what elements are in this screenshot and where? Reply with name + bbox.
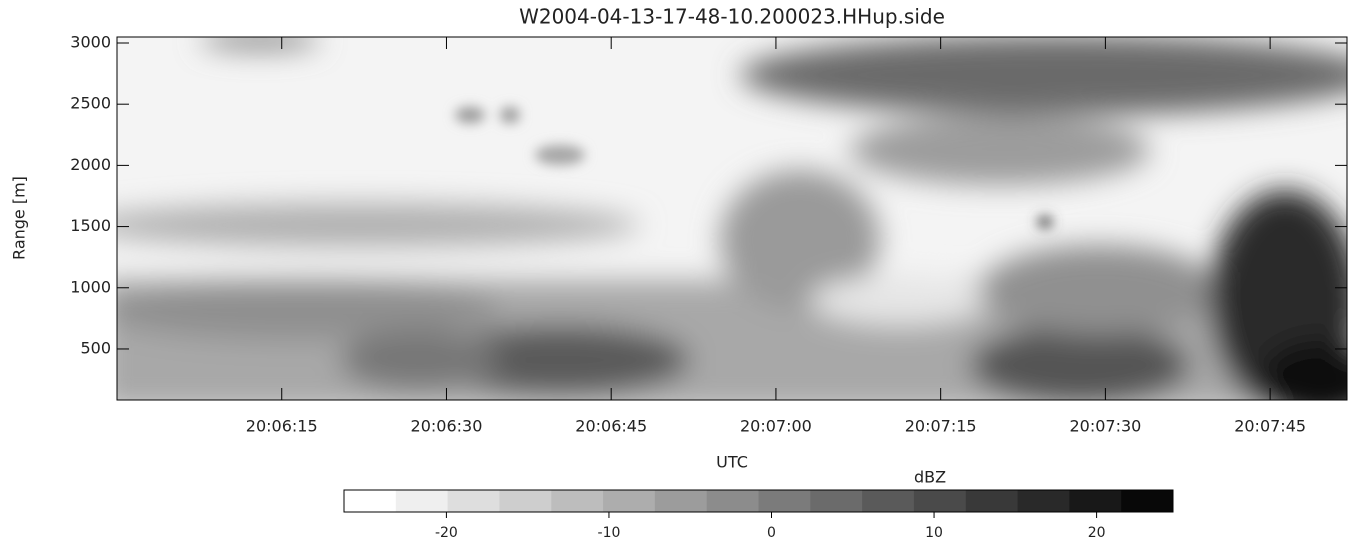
colorbar-swatch bbox=[499, 490, 552, 512]
colorbar-frame bbox=[343, 489, 1174, 513]
colorbar-swatch bbox=[551, 490, 604, 512]
y-tick-label: 2000 bbox=[70, 155, 111, 174]
colorbar-swatch bbox=[603, 490, 656, 512]
y-tick-label: 3000 bbox=[70, 32, 111, 51]
colorbar-swatch bbox=[758, 490, 811, 512]
y-axis-label: Range [m] bbox=[10, 176, 29, 260]
y-tick-label: 2500 bbox=[70, 94, 111, 113]
x-tick-label: 20:07:30 bbox=[1069, 417, 1141, 436]
y-tick-label: 500 bbox=[80, 338, 111, 357]
x-tick-label: 20:06:30 bbox=[411, 417, 483, 436]
x-tick-label: 20:06:45 bbox=[575, 417, 647, 436]
x-tick-label: 20:06:15 bbox=[246, 417, 318, 436]
colorbar-swatch bbox=[965, 490, 1019, 512]
colorbar-tick-label: -20 bbox=[435, 525, 458, 541]
colorbar-swatch bbox=[654, 490, 708, 512]
radar-field bbox=[117, 37, 1347, 400]
plot-frame bbox=[116, 36, 1348, 401]
colorbar-tick-label: 10 bbox=[925, 525, 943, 541]
x-axis-label: UTC bbox=[716, 453, 748, 472]
colorbar-swatch bbox=[810, 490, 863, 512]
y-tick-label: 1500 bbox=[70, 216, 111, 235]
y-tick-label: 1000 bbox=[70, 277, 111, 296]
colorbar-swatch bbox=[1121, 490, 1174, 512]
colorbar-tick-label: -10 bbox=[598, 525, 621, 541]
chart-title: W2004-04-13-17-48-10.200023.HHup.side bbox=[519, 5, 945, 29]
colorbar-swatch bbox=[913, 490, 967, 512]
colorbar-swatch bbox=[447, 490, 500, 512]
colorbar-title: dBZ bbox=[914, 468, 946, 487]
colorbar-swatch bbox=[1069, 490, 1122, 512]
colorbar-swatch bbox=[706, 490, 759, 512]
colorbar-tick-label: 0 bbox=[767, 525, 776, 541]
x-tick-label: 20:07:15 bbox=[905, 417, 977, 436]
colorbar-tick-label: 20 bbox=[1088, 525, 1106, 541]
x-tick-label: 20:07:00 bbox=[740, 417, 812, 436]
colorbar-swatch bbox=[1017, 490, 1070, 512]
colorbar-swatch bbox=[862, 490, 915, 512]
colorbar-swatch bbox=[395, 490, 449, 512]
x-tick-label: 20:07:45 bbox=[1234, 417, 1306, 436]
colorbar-swatch bbox=[344, 490, 397, 512]
